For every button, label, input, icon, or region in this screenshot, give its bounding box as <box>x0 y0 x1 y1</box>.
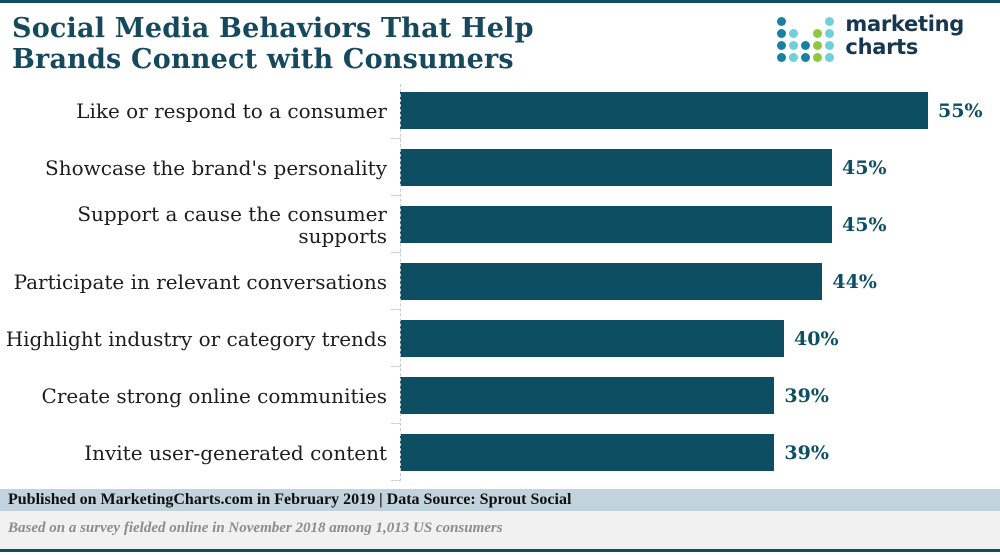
value-label: 40% <box>794 327 839 350</box>
logo-dot <box>776 52 786 62</box>
footer: Published on MarketingCharts.com in Febr… <box>0 489 1000 552</box>
tick-mark <box>391 423 401 424</box>
value-label: 55% <box>938 99 983 122</box>
logo-dot-empty <box>789 17 798 26</box>
bar <box>400 206 832 243</box>
bottom-border <box>0 549 1000 552</box>
logo-dot <box>788 52 798 62</box>
marketingcharts-logo: marketing charts <box>775 13 964 63</box>
bar-row: Invite user-generated content 39% <box>0 424 1000 481</box>
tick-mark <box>391 195 401 196</box>
category-label: Participate in relevant conversations <box>13 269 387 294</box>
logo-dot <box>824 52 834 62</box>
logo-dot <box>812 52 822 62</box>
bar <box>400 263 823 300</box>
logo-dots-icon <box>775 15 835 63</box>
bar-row: Showcase the brand's personality 45% <box>0 139 1000 196</box>
logo-dot-empty <box>813 17 822 26</box>
logo-dot <box>812 40 822 50</box>
logo-dot <box>812 28 822 38</box>
bar <box>400 92 928 129</box>
logo-dot <box>788 28 798 38</box>
logo-dot <box>776 40 786 50</box>
tick-mark <box>391 309 401 310</box>
page-title: Social Media Behaviors That Help Brands … <box>0 3 534 76</box>
logo-dot-empty <box>801 29 810 38</box>
value-label: 44% <box>832 270 877 293</box>
category-label: Highlight industry or category trends <box>5 326 387 351</box>
note-band: Based on a survey fielded online in Nove… <box>0 511 1000 549</box>
logo-dot <box>824 16 834 26</box>
value-label: 45% <box>842 156 887 179</box>
category-label: Invite user-generated content <box>84 440 387 465</box>
tick-mark <box>391 366 401 367</box>
bar-row: Create strong online communities 39% <box>0 367 1000 424</box>
logo-dot <box>788 40 798 50</box>
category-label: Create strong online communities <box>41 383 387 408</box>
axis-line <box>400 84 401 481</box>
logo-dot-empty <box>801 17 810 26</box>
bar-row: Like or respond to a consumer 55% <box>0 82 1000 139</box>
header: Social Media Behaviors That Help Brands … <box>0 3 1000 82</box>
logo-dot <box>800 52 810 62</box>
tick-mark <box>391 138 401 139</box>
logo-dot <box>824 40 834 50</box>
logo-dot <box>800 40 810 50</box>
bar-row: Participate in relevant conversations 44% <box>0 253 1000 310</box>
logo-dot <box>776 28 786 38</box>
page-title-line2: Brands Connect with Consumers <box>12 44 514 76</box>
logo-text-line2: charts <box>845 35 919 59</box>
bar <box>400 320 784 357</box>
category-label: Support a cause the consumer supports <box>77 201 387 248</box>
category-label: Showcase the brand's personality <box>45 155 387 180</box>
bar <box>400 377 775 414</box>
bar-row: Support a cause the consumer supports 45% <box>0 196 1000 253</box>
logo-dot <box>776 16 786 26</box>
logo-text-line1: marketing <box>845 12 964 36</box>
bar <box>400 149 832 186</box>
bar <box>400 434 775 471</box>
logo-dot <box>824 28 834 38</box>
value-label: 39% <box>784 441 829 464</box>
logo-text: marketing charts <box>845 13 964 59</box>
bar-row: Highlight industry or category trends 40% <box>0 310 1000 367</box>
chart-rows: Like or respond to a consumer 55% Showcase… <box>0 82 1000 481</box>
tick-mark <box>391 252 401 253</box>
value-label: 39% <box>784 384 829 407</box>
bar-chart: Like or respond to a consumer 55% Showcase… <box>0 82 1000 481</box>
tick-mark <box>391 480 401 481</box>
category-label: Like or respond to a consumer <box>76 98 387 123</box>
top-border <box>0 0 1000 3</box>
page-title-line1: Social Media Behaviors That Help <box>12 13 534 44</box>
value-label: 45% <box>842 213 887 236</box>
published-band: Published on MarketingCharts.com in Febr… <box>0 489 1000 511</box>
